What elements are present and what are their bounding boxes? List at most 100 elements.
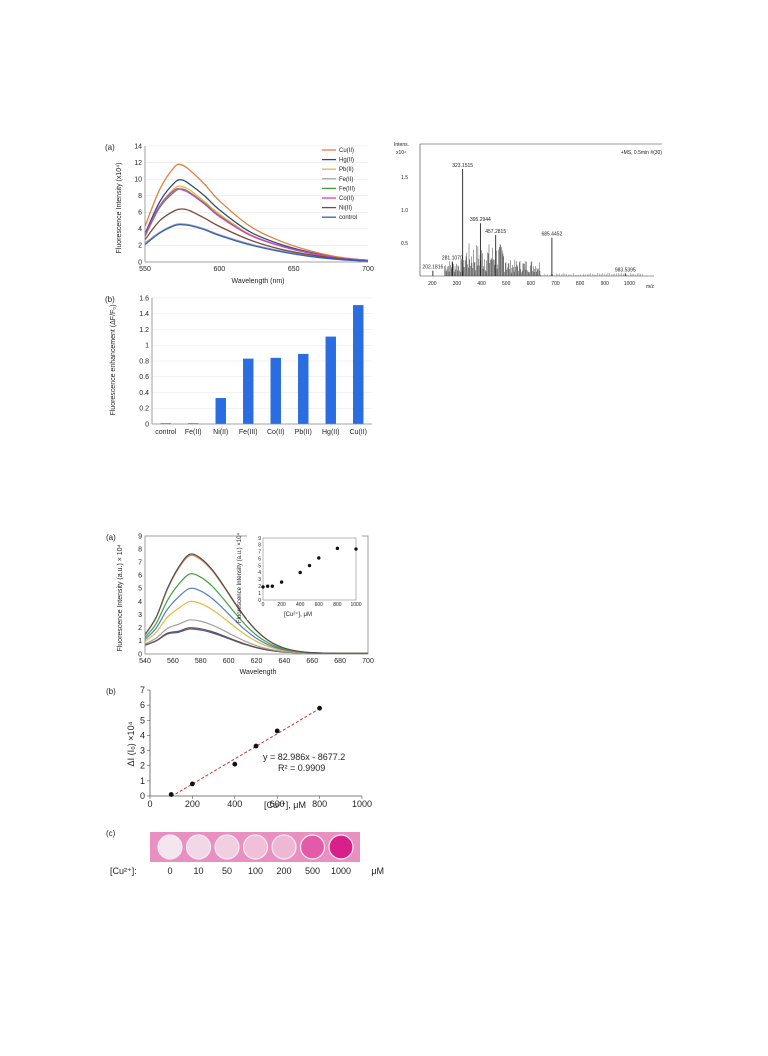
well bbox=[271, 834, 297, 860]
y-tick-label: 5 bbox=[140, 715, 145, 725]
y-tick-label: 8 bbox=[138, 193, 142, 200]
inset-data-point bbox=[335, 546, 340, 551]
legend-entry: Ni(II) bbox=[339, 206, 352, 212]
ms-peak-label: 983.5395 bbox=[615, 267, 636, 273]
series-line-niii bbox=[144, 208, 369, 262]
y-tick-label: 2 bbox=[138, 625, 142, 632]
y-tick-label: 7 bbox=[138, 560, 142, 567]
x-tick-label: 600 bbox=[223, 658, 235, 665]
y-tick-label: 2 bbox=[140, 761, 145, 771]
x-tick-label: Hg(II) bbox=[322, 429, 340, 436]
y-tick-label: 6 bbox=[138, 573, 142, 580]
well bbox=[157, 834, 183, 860]
unit-label: μM bbox=[371, 866, 384, 876]
bar-cuii bbox=[353, 305, 364, 424]
inset-y-tick-label: 2 bbox=[258, 584, 261, 590]
ms-peak-label: 281.1070 bbox=[442, 255, 463, 261]
well bbox=[214, 834, 240, 860]
x-tick-label: 400 bbox=[227, 799, 242, 809]
x-tick-label: 620 bbox=[251, 658, 263, 665]
x-tick-label: control bbox=[155, 429, 176, 436]
ms-x-tick-label: 700 bbox=[551, 281, 560, 287]
data-point bbox=[190, 781, 195, 787]
well bbox=[185, 834, 212, 860]
bar-pbii bbox=[298, 353, 309, 424]
x-tick-label: 700 bbox=[362, 658, 374, 665]
inset-data-point bbox=[270, 584, 274, 588]
ms-peak-label: 202.1816 bbox=[422, 265, 443, 271]
inset-y-tick-label: 6 bbox=[258, 556, 261, 562]
ms-x-tick-label: 500 bbox=[502, 281, 511, 287]
ms-x-tick-label: 1000 bbox=[624, 281, 635, 287]
inset-background bbox=[247, 534, 362, 620]
concentration-label: 50 bbox=[222, 866, 232, 876]
fig1-panel-a-chart: (a) 0 2 4 6 8 10 12 14 550 600 650 700 Wavelength (… bbox=[105, 143, 374, 285]
y-tick-label: 6 bbox=[138, 210, 142, 217]
x-tick-label: Cu(II) bbox=[350, 429, 368, 436]
y-tick-label: 1.6 bbox=[139, 295, 149, 302]
inset-y-tick-label: 1 bbox=[258, 591, 261, 597]
legend-entry: Hg(II) bbox=[339, 158, 354, 164]
fig2-panel-c-plate: (c) [Cu²⁺]: 0 10 50 100 200 500 1000 μM bbox=[106, 829, 384, 876]
well bbox=[328, 834, 354, 860]
well bbox=[299, 834, 326, 860]
well bbox=[242, 834, 269, 860]
ms-x-axis-label: m/z bbox=[646, 284, 655, 290]
y-tick-label: 0 bbox=[145, 421, 149, 428]
series-line-cuii bbox=[144, 163, 369, 261]
series-line-feii bbox=[144, 223, 369, 262]
inset-data-point bbox=[265, 584, 270, 588]
ms-y-tick-label: 1.5 bbox=[401, 175, 408, 181]
y-tick-label: 1.2 bbox=[139, 327, 149, 334]
concentration-label: 0 bbox=[167, 866, 172, 876]
inset-x-tick-label: 1000 bbox=[350, 602, 361, 608]
inset-y-tick-label: 8 bbox=[258, 543, 261, 549]
x-axis-label: Wavelength bbox=[240, 669, 277, 676]
inset-y-tick-label: 7 bbox=[258, 550, 261, 556]
inset-x-tick-label: 400 bbox=[296, 602, 305, 608]
x-tick-label: Fe(II) bbox=[185, 429, 202, 436]
ms-peak-label: 395.2944 bbox=[470, 217, 491, 223]
ms-peak-label: 685.4452 bbox=[541, 232, 562, 238]
x-tick-label: 0 bbox=[147, 799, 152, 809]
series-line-hgii bbox=[144, 179, 369, 261]
x-tick-label: 640 bbox=[279, 658, 291, 665]
x-tick-label: 600 bbox=[213, 266, 225, 273]
y-tick-label: 7 bbox=[140, 685, 145, 695]
data-point bbox=[232, 761, 238, 767]
y-tick-label: 4 bbox=[140, 730, 145, 740]
data-point bbox=[317, 705, 322, 711]
y-tick-label: 4 bbox=[138, 226, 142, 233]
inset-x-axis-label: [Cu²⁺], μM bbox=[284, 611, 312, 618]
y-axis-label: Fluorescence enhancement (ΔF/F₀) bbox=[110, 304, 117, 415]
panel-label: (a) bbox=[106, 533, 116, 542]
inset-y-tick-label: 3 bbox=[258, 577, 261, 583]
inset-data-point bbox=[317, 556, 321, 560]
inset-x-tick-label: 0 bbox=[262, 602, 265, 608]
concentration-label: 200 bbox=[276, 866, 291, 876]
legend-entry: Cu(II) bbox=[339, 148, 354, 154]
legend-entry: Fe(II) bbox=[339, 177, 353, 183]
x-tick-label: Fe(III) bbox=[239, 429, 258, 436]
ms-peak-label: 323.1515 bbox=[452, 163, 473, 169]
y-tick-label: 8 bbox=[138, 546, 142, 553]
inset-x-tick-label: 800 bbox=[333, 602, 342, 608]
y-axis-label: ΔI (I₀) ×10⁴ bbox=[126, 721, 136, 766]
ms-x-tick-label: 900 bbox=[601, 281, 610, 287]
ms-y-tick-label: 1.0 bbox=[401, 208, 408, 214]
data-point bbox=[253, 743, 259, 749]
x-tick-label: 600 bbox=[270, 799, 285, 809]
panel-label: (c) bbox=[106, 829, 116, 838]
y-axis-label: Fluorescence Intensity (x10⁴) bbox=[116, 163, 123, 254]
y-tick-label: 1 bbox=[145, 343, 149, 350]
y-tick-label: 0 bbox=[138, 259, 142, 266]
inset-data-point bbox=[354, 547, 358, 551]
concentration-label: 10 bbox=[193, 866, 203, 876]
fit-equation: y = 82.986x - 8677.2 bbox=[263, 752, 345, 762]
fig1-panel-b-chart: (b) 0 0.2 0.4 0.6 0.8 1 1.2 1.4 1.6 control Fe(II)… bbox=[105, 295, 372, 436]
panel-label: (b) bbox=[106, 687, 116, 696]
ms-header-right: +MS, 0.5min #(30) bbox=[621, 150, 663, 156]
x-tick-label: Pb(II) bbox=[295, 429, 312, 436]
y-tick-label: 0 bbox=[140, 791, 145, 801]
